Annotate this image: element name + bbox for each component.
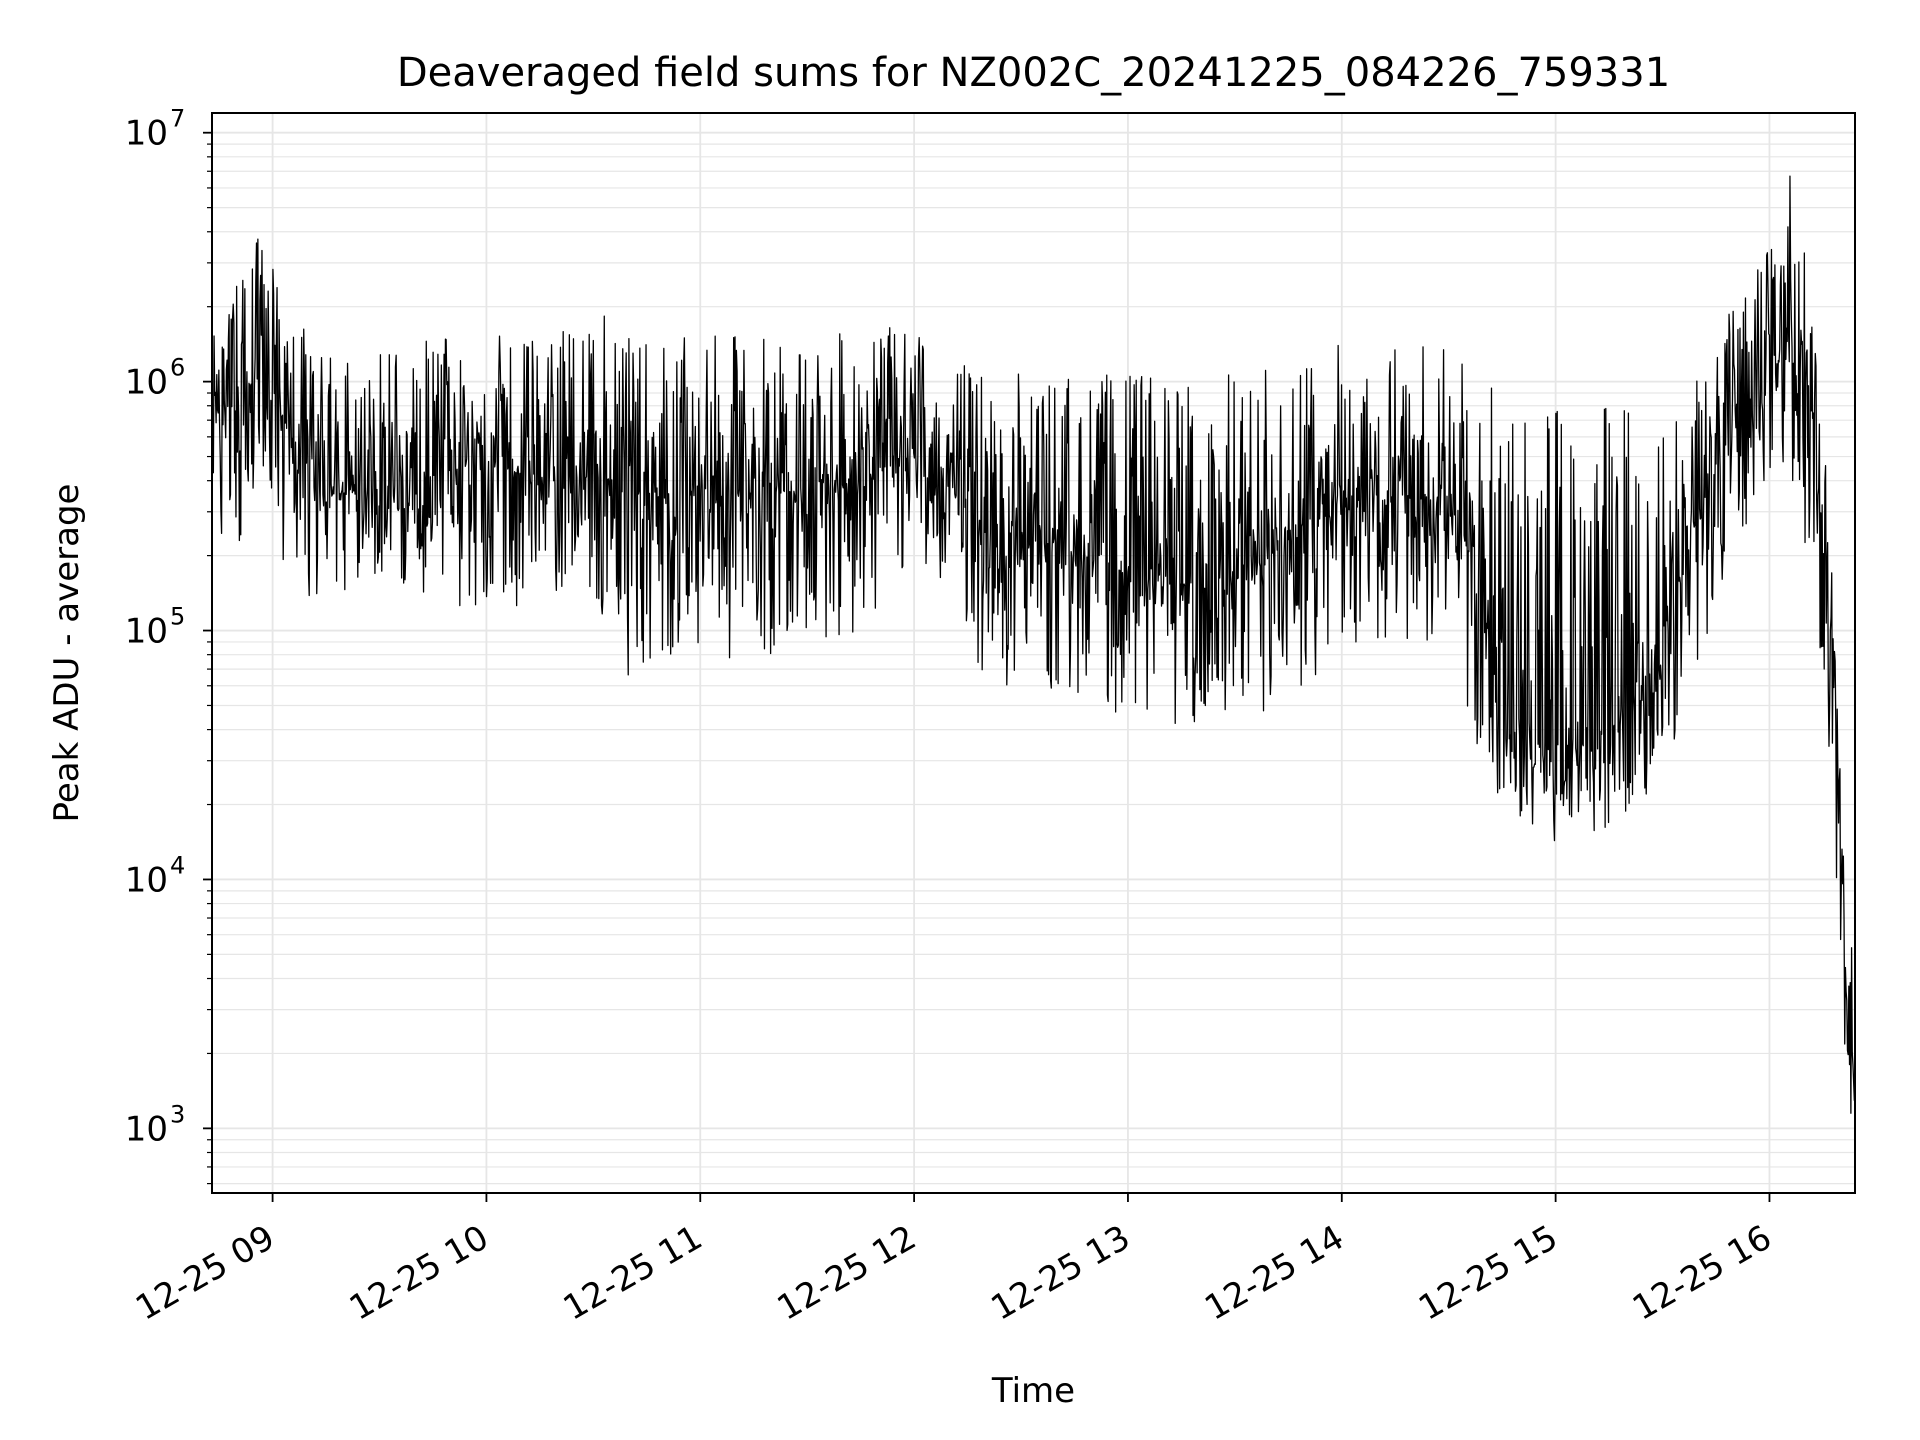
y-tick-label: 10 bbox=[125, 1109, 168, 1149]
y-tick-exponent: 7 bbox=[170, 105, 185, 133]
y-tick-exponent: 4 bbox=[170, 851, 185, 879]
data-line-layer bbox=[211, 175, 1856, 1114]
chart-title: Deaveraged field sums for NZ002C_2024122… bbox=[397, 50, 1670, 96]
y-tick-exponent: 6 bbox=[170, 354, 185, 382]
y-tick-label: 10 bbox=[125, 363, 168, 403]
y-tick-exponent: 3 bbox=[170, 1100, 185, 1128]
plot-frame bbox=[211, 112, 1856, 1194]
y-tick-label: 10 bbox=[125, 612, 168, 652]
y-tick-label: 10 bbox=[125, 114, 168, 154]
y-tick-exponent: 5 bbox=[170, 603, 185, 631]
y-tick-label: 10 bbox=[125, 860, 168, 900]
y-axis-title: Peak ADU - average bbox=[47, 484, 87, 823]
x-axis-title: Time bbox=[991, 1371, 1075, 1411]
data-line bbox=[211, 175, 1856, 1114]
